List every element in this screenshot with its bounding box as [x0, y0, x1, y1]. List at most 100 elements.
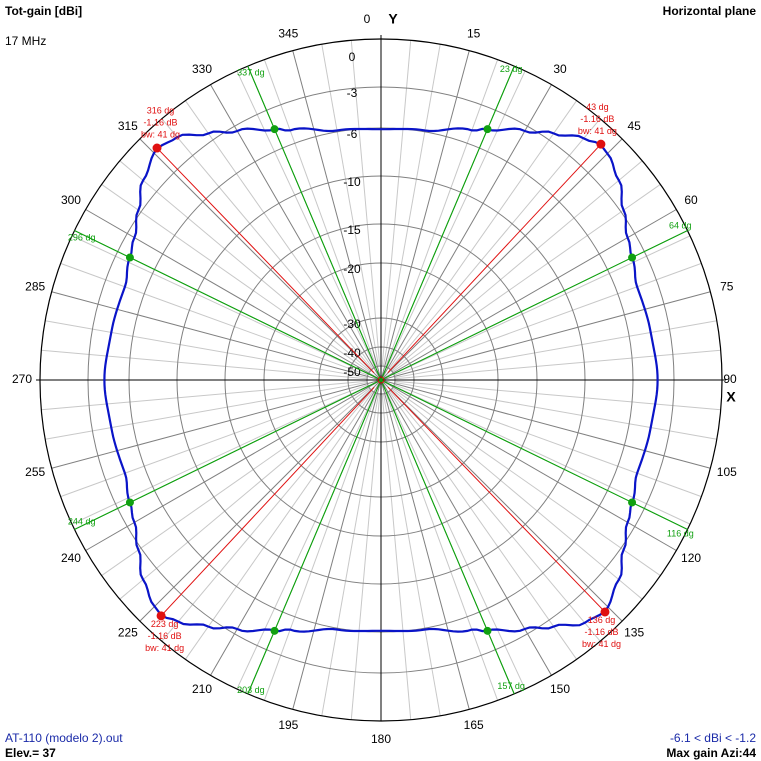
- bw-marker-label: 296 dg: [68, 232, 96, 242]
- max-marker-line: [387, 143, 602, 374]
- major-radial-line: [380, 379, 470, 710]
- fine-radial-line: [393, 385, 691, 525]
- fine-radial-line: [41, 349, 368, 380]
- bw-marker-label: 157 dg: [497, 681, 525, 691]
- fine-radial-line: [45, 381, 368, 440]
- fine-radial-line: [321, 393, 380, 716]
- x-axis-label: X: [726, 389, 736, 405]
- max-marker-point: [152, 143, 162, 153]
- fine-radial-line: [101, 184, 370, 373]
- azimuth-tick-label: 255: [25, 465, 45, 479]
- fine-radial-line: [161, 390, 373, 642]
- max-marker-line: [387, 386, 606, 613]
- fine-radial-line: [71, 235, 369, 375]
- max-marker-label: 136 dg: [588, 615, 616, 625]
- azimuth-tick-label: 105: [717, 465, 737, 479]
- fine-radial-line: [236, 392, 376, 690]
- azimuth-tick-label: 120: [681, 551, 701, 565]
- bw-marker-label: 244 dg: [68, 516, 96, 526]
- bw-marker-label: 23 dg: [500, 64, 523, 74]
- bw-marker-point: [125, 253, 134, 262]
- azimuth-tick-label: 165: [464, 718, 484, 732]
- bw-marker-point: [628, 498, 637, 507]
- fine-radial-line: [381, 40, 412, 367]
- max-marker-label: 43 dg: [586, 102, 609, 112]
- major-radial-line: [380, 84, 552, 381]
- azimuth-tick-label: 345: [278, 26, 298, 40]
- fine-radial-line: [394, 380, 721, 411]
- elevation-label: Elev.= 37: [5, 746, 56, 760]
- fine-radial-line: [385, 392, 499, 701]
- max-marker-line: [156, 147, 375, 374]
- azimuth-tick-label: 135: [624, 625, 644, 639]
- max-marker-label: 316 dg: [147, 106, 175, 116]
- fine-radial-line: [350, 393, 381, 720]
- fine-radial-line: [394, 381, 717, 440]
- max-marker-bw: bw: 41 dg: [582, 639, 621, 649]
- max-marker-point: [156, 611, 166, 621]
- quantity-label: Tot-gain [dBi]: [5, 4, 83, 18]
- azimuth-tick-label: 45: [627, 119, 641, 133]
- bw-marker-point: [628, 253, 637, 262]
- fine-radial-line: [185, 391, 374, 660]
- azimuth-tick-label: 330: [192, 62, 212, 76]
- max-marker-line: [160, 386, 375, 617]
- fine-radial-line: [263, 392, 377, 701]
- fine-radial-line: [185, 100, 374, 369]
- gain-pattern-line: [103, 127, 659, 633]
- fine-radial-line: [321, 44, 380, 367]
- major-radial-line: [380, 379, 552, 676]
- azimuth-tick-label: 90: [723, 372, 737, 386]
- fine-radial-line: [389, 390, 601, 642]
- fine-radial-line: [386, 392, 526, 690]
- major-radial-line: [380, 138, 623, 381]
- fine-radial-line: [386, 70, 526, 368]
- max-marker-point: [596, 139, 606, 149]
- fine-radial-line: [71, 385, 369, 525]
- max-marker-gain: -1.16 dB: [148, 631, 182, 641]
- major-radial-line: [380, 379, 711, 469]
- fine-radial-line: [382, 393, 441, 716]
- azimuth-tick-label: 75: [720, 280, 734, 294]
- fine-radial-line: [101, 387, 370, 576]
- fine-radial-line: [393, 384, 702, 498]
- bw-marker-point: [483, 125, 492, 134]
- major-radial-line: [380, 50, 470, 381]
- fine-radial-line: [236, 70, 376, 368]
- db-tick-label: -40: [343, 346, 361, 360]
- y-axis-label: Y: [388, 11, 398, 27]
- db-tick-label: -50: [343, 365, 361, 379]
- major-radial-line: [210, 84, 382, 381]
- fine-radial-line: [393, 262, 702, 376]
- fine-radial-line: [392, 184, 661, 373]
- azimuth-tick-label: 300: [61, 193, 81, 207]
- fine-radial-line: [393, 235, 691, 375]
- fine-radial-line: [394, 320, 717, 379]
- db-tick-label: -6: [347, 127, 358, 141]
- azimuth-tick-label: 30: [553, 62, 567, 76]
- major-radial-line: [139, 138, 382, 381]
- azimuth-tick-label: 270: [12, 372, 32, 386]
- major-radial-line: [51, 379, 382, 469]
- plane-label: Horizontal plane: [662, 4, 756, 18]
- origin-marker: [377, 376, 385, 384]
- max-marker-gain: -1.16 dB: [580, 114, 614, 124]
- db-tick-label: -15: [343, 223, 361, 237]
- max-marker-bw: bw: 41 dg: [145, 643, 184, 653]
- azimuth-tick-label: 210: [192, 682, 212, 696]
- fine-radial-line: [60, 384, 369, 498]
- fine-radial-line: [350, 40, 381, 367]
- fine-radial-line: [382, 44, 441, 367]
- frequency-label: 17 MHz: [5, 34, 47, 48]
- db-tick-label: -20: [343, 262, 361, 276]
- gain-range: -6.1 < dBi < -1.2: [669, 731, 756, 745]
- fine-radial-line: [45, 320, 368, 379]
- bw-marker-point: [270, 626, 279, 635]
- db-tick-label: -10: [343, 175, 361, 189]
- azimuth-tick-label: 150: [550, 682, 570, 696]
- fine-radial-line: [263, 59, 377, 368]
- fine-radial-line: [389, 118, 601, 370]
- major-radial-line: [51, 291, 382, 381]
- bw-marker-label: 203 dg: [237, 685, 265, 695]
